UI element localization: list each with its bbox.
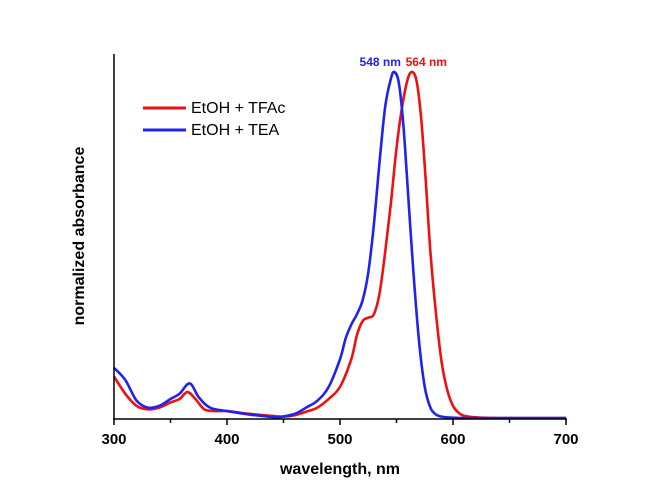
x-tick-label: 500 (327, 431, 352, 448)
x-tick-label: 400 (214, 431, 239, 448)
series-line-tfac (112, 70, 567, 420)
curves-layer (112, 70, 567, 420)
x-ticks-layer: 300 400 500 600 700 (101, 419, 579, 448)
x-tick-label: 700 (553, 431, 578, 448)
x-tick-label: 600 (440, 431, 465, 448)
legend: EtOH + TFAc EtOH + TEA (143, 100, 285, 139)
y-axis-title: normalized absorbance (71, 147, 88, 326)
peak-label-548: 548 nm (360, 55, 401, 69)
legend-label-tea: EtOH + TEA (191, 122, 280, 139)
x-tick-label: 300 (101, 431, 126, 448)
series-line-tea (113, 70, 567, 420)
peak-label-564: 564 nm (406, 55, 447, 69)
legend-label-tfac: EtOH + TFAc (191, 100, 285, 117)
x-axis-title: wavelength, nm (279, 461, 400, 478)
